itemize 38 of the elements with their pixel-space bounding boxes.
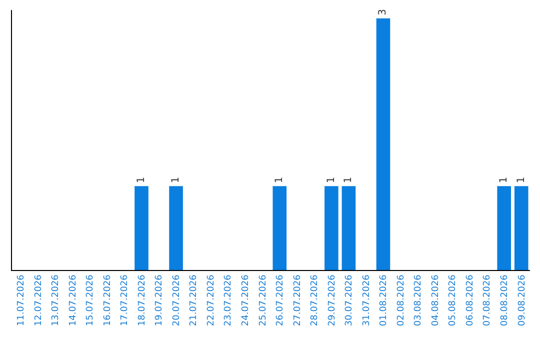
x-tick-label: 18.07.2026	[137, 274, 148, 326]
data-label: 3	[378, 9, 389, 16]
x-tick-label: 08.08.2026	[500, 274, 510, 326]
x-tick-label: 31.07.2026	[362, 274, 372, 326]
x-tick-label: 05.08.2026	[448, 274, 458, 326]
x-tick-label: 12.07.2026	[34, 274, 44, 326]
data-label: 1	[498, 176, 510, 184]
x-tick-label: 02.08.2026	[396, 274, 406, 326]
x-tick-label: 15.07.2026	[86, 274, 96, 326]
data-label: 1	[516, 176, 527, 184]
x-tick-label: 24.07.2026	[241, 274, 252, 326]
x-tick-label: 20.07.2026	[172, 274, 182, 326]
data-label: 1	[274, 176, 286, 184]
x-tick-label: 13.07.2026	[51, 274, 62, 326]
data-label: 1	[326, 176, 337, 184]
x-tick-label: 11.07.2026	[16, 274, 27, 326]
x-tick-label: 19.07.2026	[154, 274, 165, 326]
x-tick-label: 14.07.2026	[68, 274, 78, 326]
x-tick-label: 01.08.2026	[379, 274, 390, 326]
x-tick-label: 28.07.2026	[310, 274, 320, 326]
x-tick-label: 06.08.2026	[465, 274, 476, 326]
x-tick-label: 23.07.2026	[224, 274, 234, 326]
x-tick-label: 03.08.2026	[414, 274, 424, 326]
x-tick-label: 30.07.2026	[344, 274, 355, 326]
x-tick-label: 16.07.2026	[102, 274, 113, 326]
x-tick-label: 09.08.2026	[517, 274, 528, 326]
data-label: 1	[343, 176, 354, 184]
x-tick-label: 27.07.2026	[292, 274, 303, 326]
x-tick-label: 21.07.2026	[189, 274, 200, 326]
data-label: 1	[136, 176, 147, 184]
x-tick-label: 25.07.2026	[258, 274, 268, 326]
data-label: 1	[170, 176, 182, 184]
x-tick-label: 04.08.2026	[430, 274, 441, 326]
x-tick-label: 22.07.2026	[206, 274, 216, 326]
x-tick-label: 29.07.2026	[327, 274, 338, 326]
x-tick-label: 26.07.2026	[276, 274, 286, 326]
x-tick-label: 17.07.2026	[120, 274, 130, 326]
x-tick-label: 07.08.2026	[482, 274, 493, 326]
